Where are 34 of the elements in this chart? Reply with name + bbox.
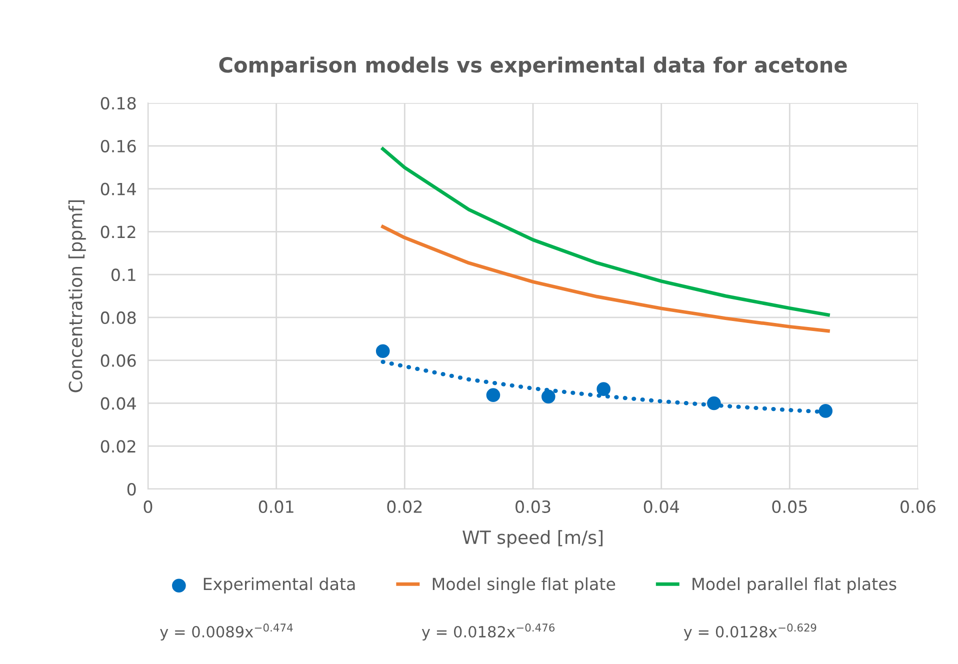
chart-title: Comparison models vs experimental data for acetone <box>219 56 847 77</box>
x-tick-label: 0.05 <box>772 500 807 514</box>
text: y = 0.0089x$^{−0.474}$ <box>160 624 293 640</box>
point <box>596 382 610 396</box>
x-tick-label: 0.06 <box>900 500 936 514</box>
x-tick-label: 0.01 <box>258 500 294 514</box>
point <box>486 388 500 402</box>
y-tick-label: 0.06 <box>100 354 136 367</box>
x-axis-title: WT speed [m/s] <box>462 530 602 548</box>
point <box>818 404 833 418</box>
line-series <box>381 225 830 333</box>
legend-label: Model single flat plate <box>432 577 616 594</box>
legend-label: Experimental data <box>204 577 355 594</box>
x-tick-label: 0.03 <box>516 500 550 514</box>
y-tick-label: 0.14 <box>100 182 136 196</box>
x-tick-label: 0.02 <box>387 500 422 514</box>
x-tick-label: 0 <box>144 500 152 514</box>
point <box>376 344 390 358</box>
legend-label: Model parallel flat plates <box>692 577 896 594</box>
y-tick-label: 0.04 <box>100 397 136 410</box>
y-axis-title: Concentration [ppmf] <box>68 200 86 392</box>
y-tick-label: 0.08 <box>100 311 136 324</box>
y-tick-label: 0.18 <box>100 96 136 110</box>
text: y = 0.0182x$^{−0.476}$ <box>422 624 555 640</box>
text: y = 0.0128x$^{−0.629}$ <box>684 624 816 640</box>
y-tick-label: 0.02 <box>100 440 136 453</box>
line-series <box>381 147 830 317</box>
y-tick-label: 0 <box>127 482 136 496</box>
y-tick-label: 0.12 <box>100 226 136 238</box>
x-tick-label: 0.04 <box>644 500 679 514</box>
y-tick-label: 0.1 <box>111 268 136 282</box>
point <box>707 396 721 410</box>
point <box>541 390 556 404</box>
y-tick-label: 0.16 <box>100 140 136 152</box>
